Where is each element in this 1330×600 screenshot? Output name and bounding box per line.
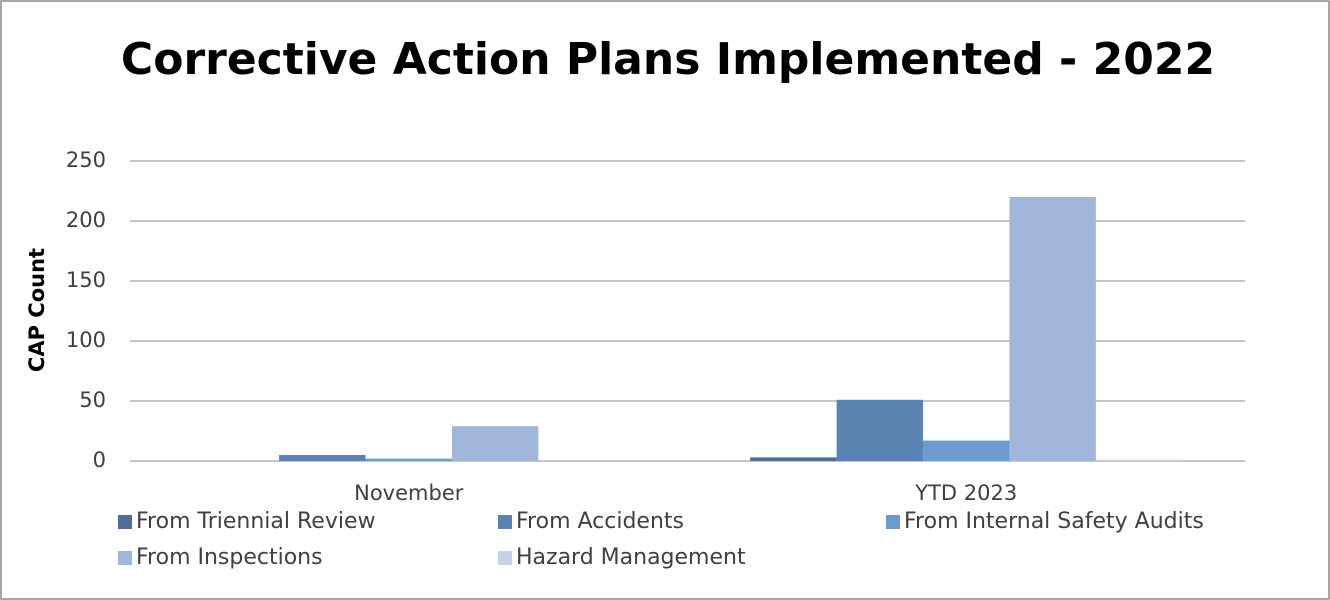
bar	[1009, 197, 1096, 461]
legend-swatch	[886, 515, 900, 529]
y-axis-label: CAP Count	[25, 248, 49, 372]
y-tick-label: 50	[79, 388, 106, 412]
bar	[365, 458, 452, 461]
legend-label: From Inspections	[136, 545, 323, 570]
legend-swatch	[118, 515, 132, 529]
y-tick-label: 200	[66, 208, 106, 232]
legend-label: From Triennial Review	[136, 509, 375, 534]
x-tick-label: YTD 2023	[914, 481, 1017, 505]
bar	[1095, 459, 1183, 461]
y-tick-label: 150	[66, 268, 106, 292]
y-tick-label: 100	[66, 328, 106, 352]
x-tick-label: November	[354, 481, 464, 505]
bar	[836, 399, 924, 461]
legend-swatch	[498, 515, 512, 529]
bar	[750, 457, 837, 461]
bar	[923, 440, 1010, 461]
legend-label: Hazard Management	[516, 545, 746, 570]
y-tick-label: 250	[66, 148, 106, 172]
bar	[451, 426, 539, 461]
legend-swatch	[498, 551, 512, 565]
legend-label: From Accidents	[516, 509, 684, 534]
legend-swatch	[118, 551, 132, 565]
legend-label: From Internal Safety Audits	[904, 509, 1204, 534]
y-tick-label: 0	[93, 448, 106, 472]
bar	[279, 455, 366, 461]
chart-title: Corrective Action Plans Implemented - 20…	[121, 34, 1215, 85]
